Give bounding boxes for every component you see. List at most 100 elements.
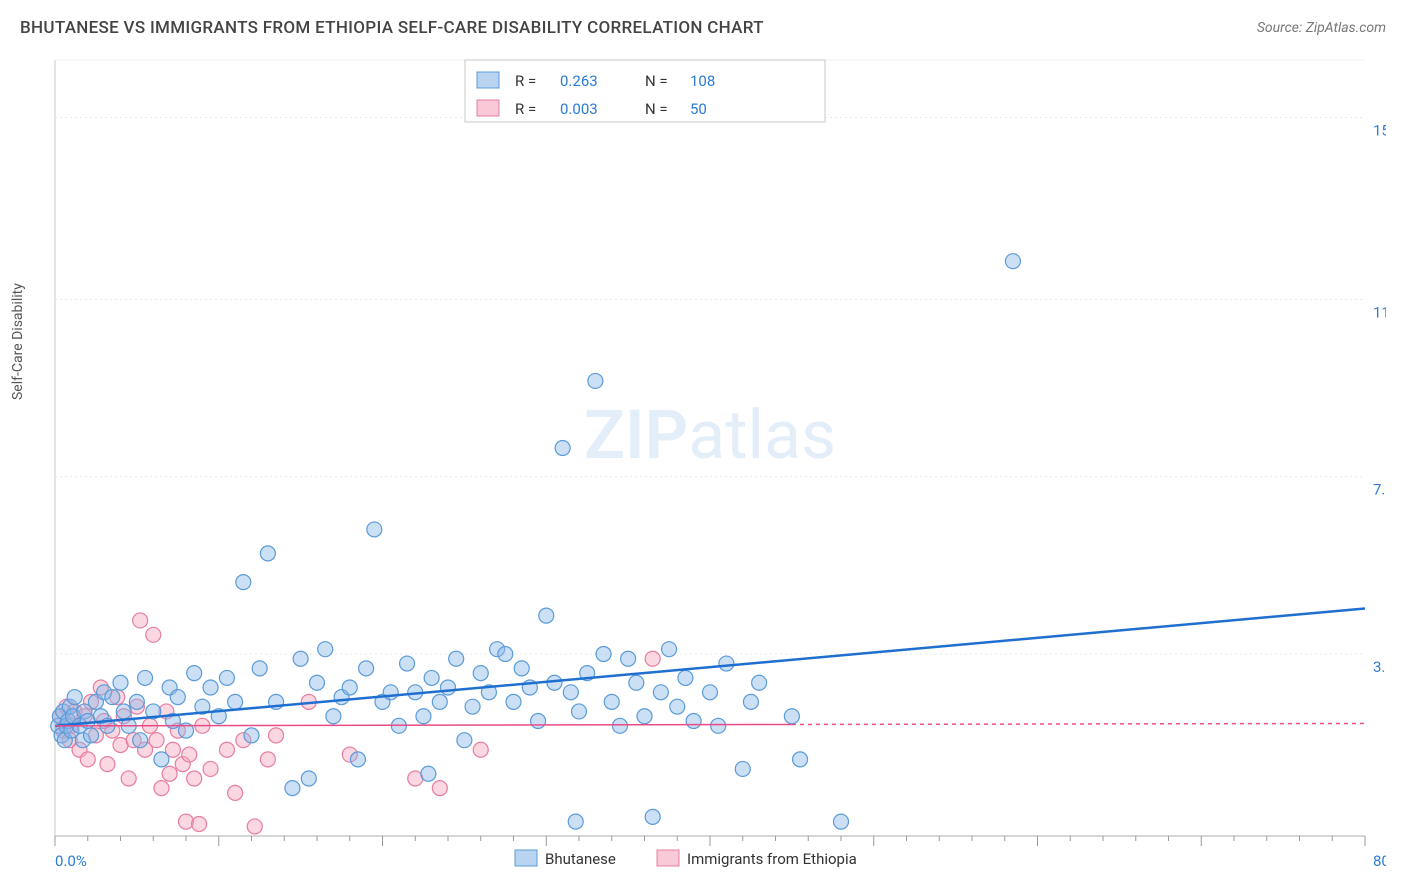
correlation-scatter-chart: 3.8%7.5%11.2%15.0%ZIPatlas0.0%80.0%R =0.… xyxy=(20,48,1386,872)
source-label: Source: ZipAtlas.com xyxy=(1257,20,1386,36)
scatter-point xyxy=(793,752,808,767)
scatter-point xyxy=(326,709,341,724)
scatter-point xyxy=(260,752,275,767)
scatter-point xyxy=(498,646,513,661)
scatter-point xyxy=(432,781,447,796)
scatter-point xyxy=(743,694,758,709)
scatter-point xyxy=(228,785,243,800)
svg-text:R =: R = xyxy=(515,72,536,90)
scatter-point xyxy=(834,814,849,829)
scatter-point xyxy=(457,733,472,748)
scatter-point xyxy=(686,714,701,729)
scatter-point xyxy=(637,709,652,724)
scatter-point xyxy=(162,766,177,781)
scatter-point xyxy=(133,613,148,628)
scatter-point xyxy=(539,608,554,623)
y-tick-label: 11.2% xyxy=(1373,304,1386,322)
svg-text:N =: N = xyxy=(645,100,668,118)
svg-text:R =: R = xyxy=(515,100,536,118)
scatter-point xyxy=(416,709,431,724)
scatter-point xyxy=(383,685,398,700)
scatter-point xyxy=(421,766,436,781)
scatter-point xyxy=(367,522,382,537)
svg-text:0.263: 0.263 xyxy=(560,72,598,90)
scatter-point xyxy=(568,814,583,829)
scatter-point xyxy=(247,819,262,834)
scatter-point xyxy=(645,651,660,666)
svg-text:108: 108 xyxy=(690,72,715,90)
scatter-point xyxy=(588,373,603,388)
legend-correlation: R =0.263N =108R =0.003N =50 xyxy=(465,60,825,122)
scatter-point xyxy=(80,752,95,767)
scatter-point xyxy=(252,661,267,676)
y-tick-label: 7.5% xyxy=(1373,481,1386,499)
scatter-point xyxy=(203,680,218,695)
scatter-point xyxy=(555,441,570,456)
scatter-point xyxy=(621,651,636,666)
scatter-point xyxy=(133,733,148,748)
scatter-point xyxy=(572,704,587,719)
scatter-point xyxy=(219,742,234,757)
scatter-point xyxy=(359,661,374,676)
scatter-point xyxy=(219,670,234,685)
x-max-label: 80.0% xyxy=(1373,852,1386,870)
watermark: ZIPatlas xyxy=(584,395,836,475)
y-tick-label: 3.8% xyxy=(1373,658,1386,676)
scatter-point xyxy=(318,642,333,657)
scatter-point xyxy=(301,771,316,786)
scatter-point xyxy=(187,771,202,786)
scatter-point xyxy=(236,575,251,590)
scatter-point xyxy=(187,666,202,681)
scatter-point xyxy=(154,752,169,767)
scatter-point xyxy=(784,709,799,724)
scatter-point xyxy=(449,651,464,666)
trend-line xyxy=(55,608,1365,725)
y-tick-label: 15.0% xyxy=(1373,121,1386,139)
scatter-point xyxy=(192,817,207,832)
scatter-point xyxy=(400,656,415,671)
scatter-point xyxy=(293,651,308,666)
scatter-point xyxy=(465,699,480,714)
legend-item-label: Immigrants from Ethiopia xyxy=(687,850,857,868)
scatter-point xyxy=(514,661,529,676)
legend-series: Bhutanese Immigrants from Ethiopia xyxy=(515,850,857,868)
scatter-point xyxy=(596,646,611,661)
scatter-point xyxy=(116,704,131,719)
scatter-point xyxy=(506,694,521,709)
scatter-point xyxy=(645,809,660,824)
scatter-point xyxy=(703,685,718,700)
scatter-point xyxy=(612,718,627,733)
scatter-point xyxy=(182,747,197,762)
scatter-point xyxy=(342,680,357,695)
scatter-point xyxy=(662,642,677,657)
scatter-point xyxy=(138,670,153,685)
scatter-point xyxy=(531,714,546,729)
chart-title: BHUTANESE VS IMMIGRANTS FROM ETHIOPIA SE… xyxy=(20,18,764,38)
scatter-point xyxy=(244,728,259,743)
scatter-point xyxy=(121,771,136,786)
scatter-point xyxy=(203,761,218,776)
scatter-point xyxy=(441,680,456,695)
y-axis-label: Self-Care Disability xyxy=(10,283,26,400)
svg-text:N =: N = xyxy=(645,72,668,90)
scatter-point xyxy=(1005,254,1020,269)
svg-text:0.003: 0.003 xyxy=(560,100,598,118)
scatter-point xyxy=(170,690,185,705)
scatter-point xyxy=(350,752,365,767)
scatter-point xyxy=(473,666,488,681)
legend-item-label: Bhutanese xyxy=(545,850,616,868)
scatter-point xyxy=(113,675,128,690)
scatter-point xyxy=(432,694,447,709)
scatter-point xyxy=(752,675,767,690)
scatter-point xyxy=(563,685,578,700)
scatter-point xyxy=(84,728,99,743)
scatter-point xyxy=(653,685,668,700)
scatter-point xyxy=(604,694,619,709)
scatter-point xyxy=(179,814,194,829)
scatter-point xyxy=(735,761,750,776)
scatter-point xyxy=(149,733,164,748)
scatter-point xyxy=(100,757,115,772)
scatter-point xyxy=(105,690,120,705)
scatter-point xyxy=(670,699,685,714)
scatter-point xyxy=(129,694,144,709)
